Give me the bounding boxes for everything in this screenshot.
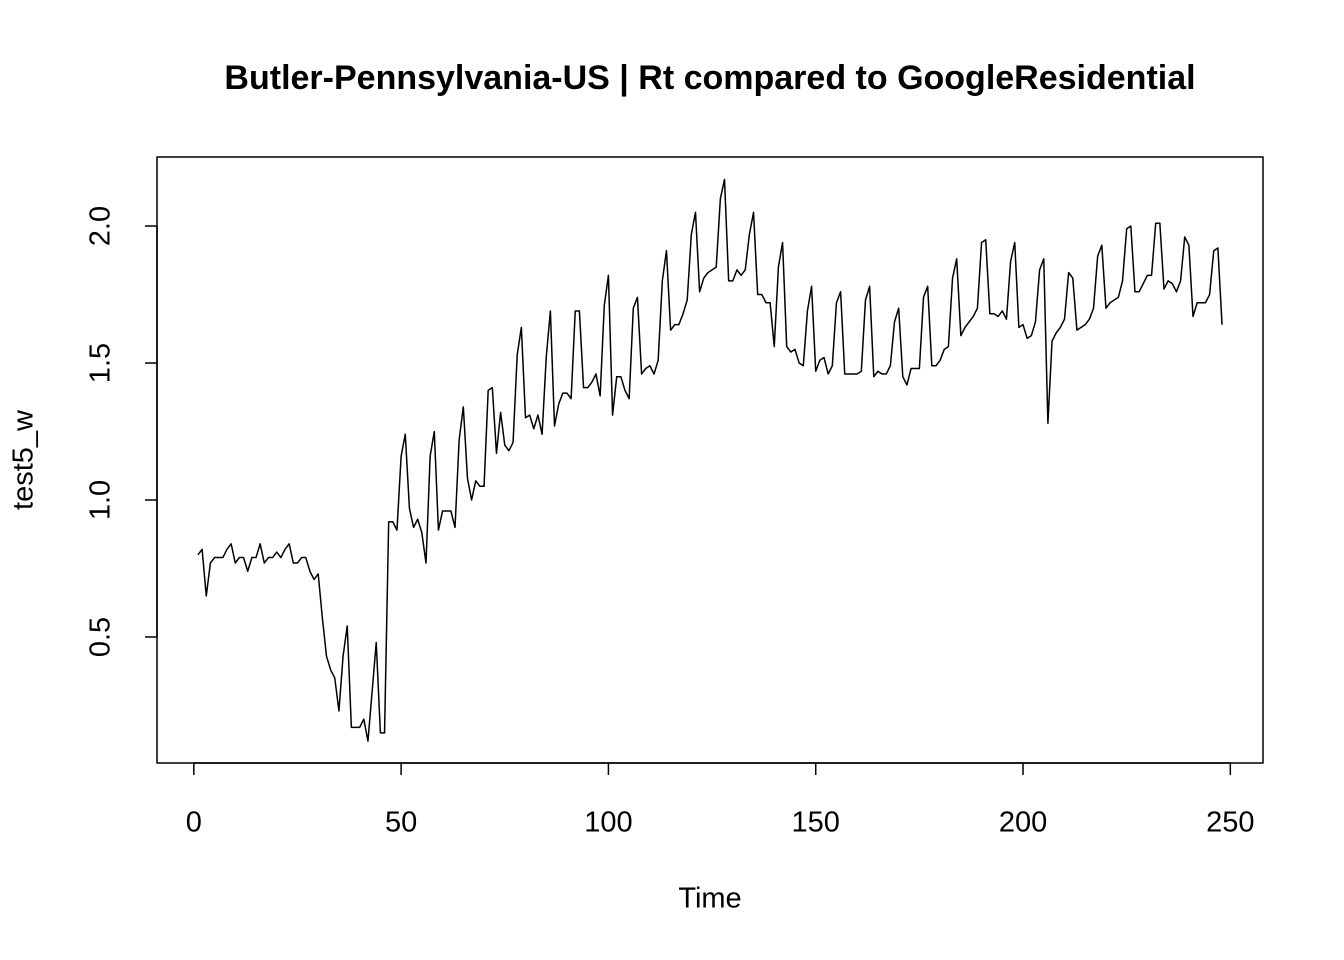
x-tick-label: 0	[186, 807, 202, 839]
data-line	[197, 178, 1223, 742]
x-tick-label: 50	[385, 807, 417, 839]
y-tick-label: 2.0	[85, 206, 117, 246]
chart-title: Butler-Pennsylvania-US | Rt compared to …	[224, 59, 1195, 97]
plot-box	[156, 156, 1264, 764]
x-tick-label: 200	[999, 807, 1047, 839]
y-tick-label: 0.5	[85, 617, 117, 657]
x-axis-label: Time	[678, 883, 741, 915]
y-tick-label: 1.5	[85, 343, 117, 383]
y-tick-label: 1.0	[85, 480, 117, 520]
x-tick-label: 250	[1206, 807, 1254, 839]
x-tick-label: 150	[792, 807, 840, 839]
y-axis-label: test5_w	[8, 409, 40, 510]
x-tick-label: 100	[584, 807, 632, 839]
